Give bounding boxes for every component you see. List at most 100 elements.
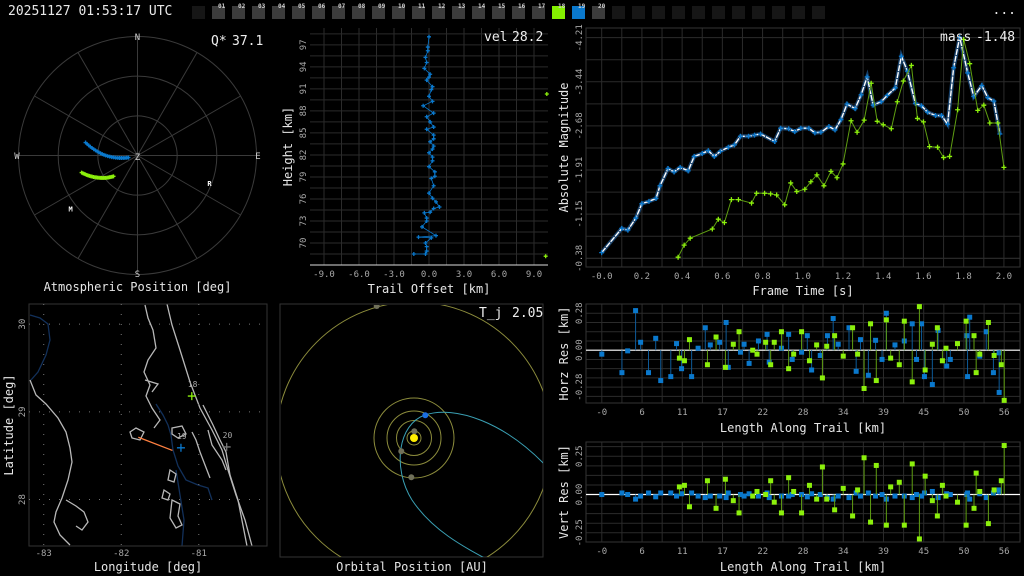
station-toggle-15[interactable]: 15 — [492, 3, 506, 19]
magnitude-point — [991, 98, 997, 104]
coastline — [161, 468, 183, 529]
x-axis-label: Trail Offset [km] — [368, 282, 491, 296]
station-slot-empty[interactable] — [652, 6, 665, 19]
station-slot-empty[interactable] — [712, 6, 725, 19]
atmospheric-position-panel: N S W E Z M R Q* 37.1 Atmospheric Position [deg] — [14, 33, 263, 294]
residual-point — [755, 493, 761, 499]
plot-frame — [585, 441, 1021, 543]
station-label: 09 — [378, 3, 386, 10]
x-tick-label: 28 — [798, 547, 809, 557]
residual-point — [990, 490, 996, 496]
station-toggle-10[interactable]: 10 — [392, 3, 405, 19]
residual-point — [746, 491, 752, 497]
station-toggle-06[interactable]: 06 — [312, 3, 325, 19]
residual-point — [695, 345, 701, 351]
station-toggle-12[interactable]: 12 — [432, 3, 445, 19]
residual-point — [963, 522, 969, 528]
station-slot-empty[interactable] — [692, 6, 705, 19]
height-point — [427, 75, 431, 80]
residual-point — [754, 351, 760, 357]
residual-point — [817, 352, 823, 358]
station-toggle-16[interactable]: 16 — [512, 3, 525, 19]
station-slot-empty[interactable] — [752, 6, 765, 19]
planet-orbit — [386, 410, 442, 466]
station-toggle-01[interactable]: 01 — [212, 3, 225, 19]
height-point — [432, 174, 437, 179]
station-toggle-08[interactable]: 08 — [352, 3, 365, 19]
station-marker — [187, 392, 196, 401]
station-toggle-11[interactable]: 11 — [412, 3, 425, 19]
magnitude-point — [864, 74, 870, 80]
magnitude-point — [927, 144, 932, 150]
residual-point — [809, 367, 815, 373]
height-point — [424, 60, 429, 65]
station-slot-empty[interactable] — [612, 6, 625, 19]
x-tick-label: 45 — [918, 547, 929, 557]
height-point — [422, 66, 427, 71]
station-toggle-05[interactable]: 05 — [292, 3, 305, 19]
station-toggle-14[interactable]: 14 — [472, 3, 485, 19]
residual-point — [704, 478, 710, 484]
station-toggle-02[interactable]: 02 — [232, 3, 245, 19]
station-slot-empty[interactable] — [812, 6, 825, 19]
station-toggle-04[interactable]: 04 — [272, 3, 285, 19]
plot-frame — [585, 303, 1021, 404]
magnitude-point — [918, 103, 924, 109]
x-tick-label: 6 — [639, 408, 644, 418]
station-slot-empty[interactable] — [772, 6, 785, 19]
station-toggle-19[interactable]: 19 — [572, 3, 585, 19]
y-tick-label: -0.28 — [575, 374, 585, 401]
magnitude-point — [675, 254, 681, 260]
x-tick-label: -83 — [36, 549, 52, 559]
residual-point — [850, 513, 856, 519]
residual-point — [768, 478, 774, 484]
azimuth-spoke — [77, 155, 138, 259]
x-tick-label: 9.0 — [526, 270, 542, 280]
residual-point — [771, 339, 777, 345]
station-slot-empty[interactable] — [192, 6, 205, 19]
earth-meteoroid-dot — [422, 412, 429, 419]
residual-point — [947, 492, 953, 498]
station-slot-empty[interactable] — [732, 6, 745, 19]
magnitude-point — [975, 107, 981, 113]
station-toggle-13[interactable]: 13 — [452, 3, 465, 19]
residual-point — [736, 510, 742, 516]
light-curve-band — [600, 36, 1002, 254]
orbital-position-panel: T_j 2.05 Orbital Position [AU] — [279, 303, 544, 574]
residual-point — [707, 342, 713, 348]
station-toggle-20[interactable]: 20 — [592, 3, 605, 19]
residual-point — [985, 319, 991, 325]
residual-point — [806, 358, 812, 364]
residual-point — [883, 310, 889, 316]
station-label: 19 — [177, 432, 187, 441]
residual-point — [723, 319, 729, 325]
residual-point — [704, 362, 710, 368]
station-label: 17 — [538, 3, 546, 10]
y-tick-label: 76 — [299, 194, 309, 205]
station-toggle-09[interactable]: 09 — [372, 3, 386, 19]
station-toggle-18[interactable]: 18 — [552, 3, 565, 19]
menu-button[interactable]: ... — [992, 3, 1016, 18]
residual-point — [855, 487, 861, 493]
station-toggle-03[interactable]: 03 — [252, 3, 265, 19]
height-point — [427, 94, 431, 99]
residual-point — [619, 490, 625, 496]
station-label: 15 — [498, 3, 506, 10]
residual-point — [722, 476, 728, 482]
station-slot-empty[interactable] — [672, 6, 685, 19]
station-label: 20 — [223, 431, 233, 440]
residual-point — [789, 492, 795, 498]
orbital-title: Orbital Position [AU] — [336, 560, 488, 574]
residual-point — [806, 482, 812, 488]
station-slot-empty[interactable] — [792, 6, 805, 19]
mass-label: mass — [940, 30, 971, 45]
magnitude-point — [985, 95, 991, 101]
x-axis-label: Longitude [deg] — [94, 560, 202, 574]
station-toggle-17[interactable]: 17 — [532, 3, 546, 19]
station-toggle-07[interactable]: 07 — [332, 3, 345, 19]
station-slot-empty[interactable] — [632, 6, 645, 19]
magnitude-point — [657, 183, 663, 189]
azimuth-spoke — [77, 52, 138, 156]
magnitude-point — [685, 168, 691, 174]
residual-point — [846, 325, 852, 331]
